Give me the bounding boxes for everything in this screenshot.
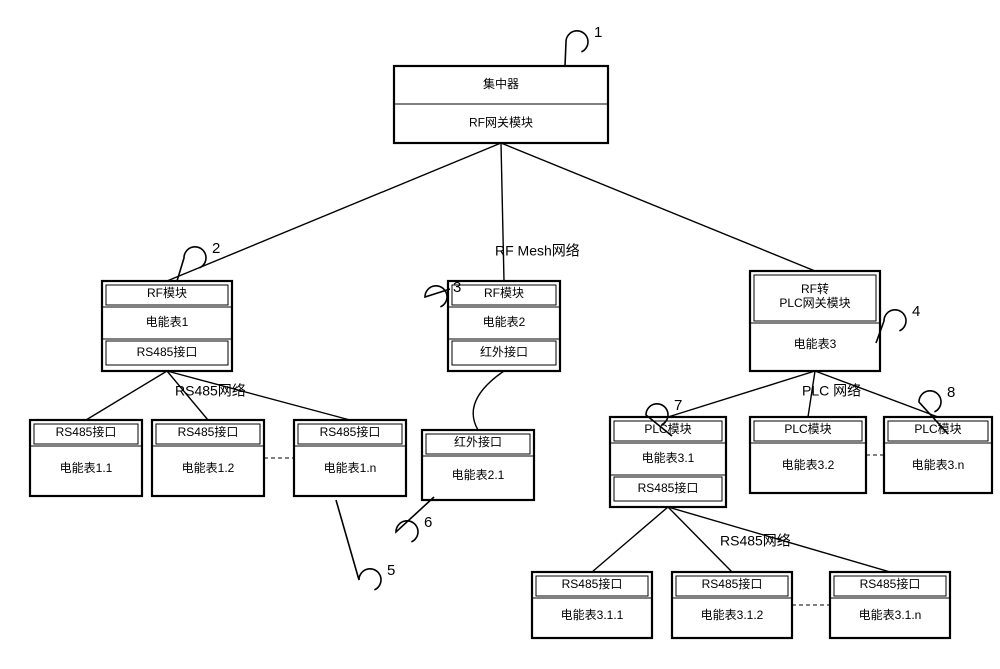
edge-root-m1 (167, 143, 501, 281)
node-m1_1: RS485接口电能表1.1 (30, 420, 142, 496)
node-m3_1_2: RS485接口电能表3.1.2 (672, 572, 792, 638)
callout-3-hook (425, 286, 450, 307)
callout-5: 5 (336, 500, 395, 590)
node-m3_n-row-0-text: PLC模块 (914, 422, 961, 436)
edge-m1-m1_1 (86, 371, 167, 420)
node-m3-row-1-text: 电能表3 (794, 337, 837, 351)
callout-4: 4 (876, 303, 920, 343)
node-root: 集中器 RF网关模块 (394, 66, 608, 143)
callout-6-label: 6 (424, 514, 432, 531)
node-m3_1-row-1-text: 电能表3.1 (642, 451, 695, 465)
node-m3_1-row-0-text: PLC模块 (644, 422, 691, 436)
node-m2: RF模块电能表2 红外接口 (448, 281, 560, 371)
node-m3_2-row-0-text: PLC模块 (784, 422, 831, 436)
edges-layer (86, 143, 938, 605)
node-m2-row-2-text: 红外接口 (480, 344, 528, 359)
annotation-ann_rs485_a: RS485网络 (175, 383, 246, 399)
annotation-ann_plc: PLC 网络 (802, 383, 861, 399)
node-m3_1_n-row-0-text: RS485接口 (860, 576, 921, 591)
node-m1-row-2-text: RS485接口 (137, 344, 198, 359)
edge-m3-m3_1 (668, 371, 815, 417)
node-m1_1-row-1-text: 电能表1.1 (60, 461, 113, 475)
node-root-row-1-text: RF网关模块 (469, 116, 533, 130)
node-m1_n-row-1-text: 电能表1.n (324, 461, 377, 475)
node-m3-row-0-text: RF转 (801, 281, 829, 296)
node-m3_1_1: RS485接口电能表3.1.1 (532, 572, 652, 638)
edge-m3_1-m3_1_1 (592, 507, 668, 572)
node-m1-row-0-text: RF模块 (147, 286, 187, 300)
callout-2-label: 2 (212, 240, 220, 257)
node-m1_n-row-0-text: RS485接口 (320, 424, 381, 439)
node-m2_1: 红外接口电能表2.1 (422, 430, 534, 500)
callout-6: 6 (396, 497, 434, 542)
node-root-row-0-text: 集中器 (483, 76, 519, 91)
node-m1-row-1-text: 电能表1 (146, 315, 189, 329)
diagram-canvas: 集中器RF网关模块RF模块电能表1RS485接口RF模块电能表2红外接口RF转P… (0, 0, 1000, 669)
callout-2-hook (177, 247, 206, 281)
node-m2_1-row-0-text: 红外接口 (454, 434, 502, 449)
node-m3: RF转PLC网关模块电能表3 (750, 271, 880, 371)
node-m1_2: RS485接口电能表1.2 (152, 420, 264, 496)
node-m3_n: PLC模块电能表3.n (884, 417, 992, 493)
node-m1: RF模块电能表1 RS485接口 (102, 281, 232, 371)
callout-7-label: 7 (674, 397, 682, 414)
node-m1_1-row-0-text: RS485接口 (56, 424, 117, 439)
callout-8-label: 8 (947, 384, 955, 401)
node-m3_2: PLC模块电能表3.2 (750, 417, 866, 493)
node-m2_1-row-1-text: 电能表2.1 (452, 468, 505, 482)
callout-3-label: 3 (453, 279, 461, 296)
node-m3_1-row-2-text: RS485接口 (638, 480, 699, 495)
node-m3-row-0-text: PLC网关模块 (779, 296, 850, 310)
edge-root-m2 (501, 143, 504, 281)
nodes-layer: 集中器RF网关模块RF模块电能表1RS485接口RF模块电能表2红外接口RF转P… (30, 66, 992, 638)
node-m3_1: PLC模块电能表3.1 RS485接口 (610, 417, 726, 507)
callout-1-label: 1 (594, 24, 602, 41)
callout-1-hook (565, 31, 588, 66)
node-m3_1_n: RS485接口电能表3.1.n (830, 572, 950, 638)
node-m1_n: RS485接口电能表1.n (294, 420, 406, 496)
node-m3_1_n-row-1-text: 电能表3.1.n (859, 608, 922, 622)
node-m3_1_2-row-1-text: 电能表3.1.2 (701, 608, 764, 622)
node-m1_2-row-1-text: 电能表1.2 (182, 461, 235, 475)
annotation-ann_rf_mesh: RF Mesh网络 (495, 243, 580, 259)
node-m2-row-1-text: 电能表2 (483, 315, 526, 329)
callout-5-label: 5 (387, 562, 395, 579)
edge-m2-m2_1 (473, 371, 504, 430)
node-m3_2-row-1-text: 电能表3.2 (782, 458, 835, 472)
node-m2-row-0-text: RF模块 (484, 286, 524, 300)
node-m3_1_1-row-0-text: RS485接口 (562, 576, 623, 591)
node-m1_2-row-0-text: RS485接口 (178, 424, 239, 439)
node-m3_1_1-row-1-text: 电能表3.1.1 (561, 608, 624, 622)
node-m3_1_2-row-0-text: RS485接口 (702, 576, 763, 591)
callout-1: 1 (565, 24, 602, 66)
callout-5-hook (336, 500, 381, 590)
annotation-ann_rs485_b: RS485网络 (720, 533, 791, 549)
node-m3_n-row-1-text: 电能表3.n (912, 458, 965, 472)
callout-4-label: 4 (912, 303, 920, 320)
